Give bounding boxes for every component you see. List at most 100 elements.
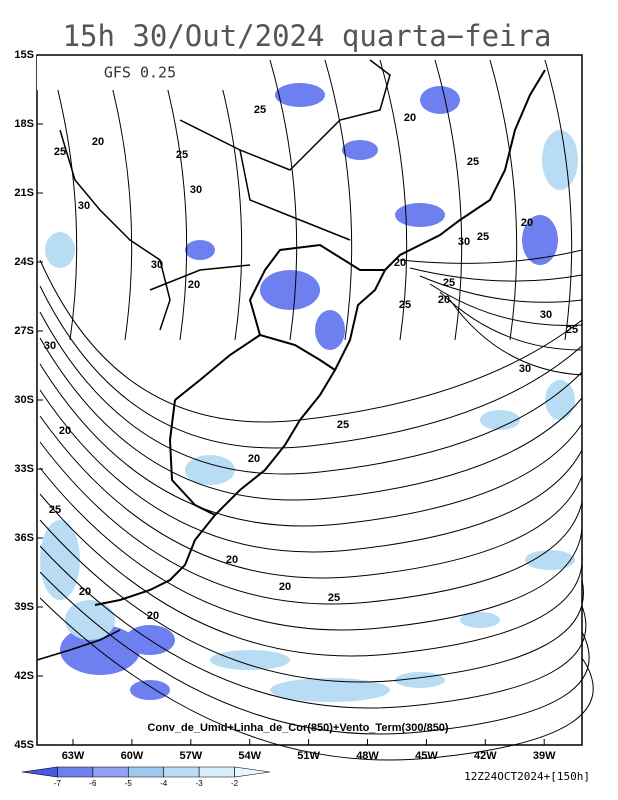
moisture-area [542,130,578,190]
contour-label: 20 [279,581,291,593]
colorbar: -7 -6 -5 -4 -3 -2 [21,766,271,788]
streamline [214,59,243,341]
contour-label: 25 [54,146,66,158]
streamline [39,311,583,475]
lat-label: 15S [14,49,34,61]
moisture-area [210,650,290,670]
lat-label: 36S [14,532,34,544]
streamline [39,415,583,579]
moisture-area [522,215,558,265]
lat-label: 30S [14,394,34,406]
streamline [39,519,584,683]
run-label: 12Z24OCT2024+[150h] [464,770,590,783]
model-label: GFS 0.25 [104,64,176,82]
contour-label: 30 [519,363,531,375]
colorbar-label: -6 [89,779,97,788]
streamline [434,59,463,341]
colorbar-label: -4 [160,779,168,788]
contour-label: 20 [521,217,533,229]
lon-label: 63W [62,750,85,762]
colorbar-swatch [127,766,165,778]
contour-labels: 25 20 25 20 25 30 25 30 20 30 25 20 30 25 20 20 25 30 25 30… [44,104,578,622]
streamline [449,299,583,376]
lon-label: 48W [356,750,379,762]
streamline [489,59,518,341]
colorbar-swatch [21,766,58,778]
lat-label: 45S [14,739,34,751]
contour-label: 20 [79,586,91,598]
streamline [544,59,573,341]
streamline [39,337,583,501]
contour-label: 25 [443,277,455,289]
streamline [419,275,583,303]
streamline [39,597,594,761]
contour-label: 25 [477,231,489,243]
contour-label: 30 [44,340,56,352]
streamline [269,59,298,341]
streamline [104,59,133,341]
contour-label: 20 [147,610,159,622]
moisture-field [40,83,578,702]
moisture-area [270,678,390,702]
lon-label: 51W [297,750,320,762]
moisture-area [130,680,170,700]
moisture-area [45,232,75,268]
streamline [39,363,583,527]
colorbar-label: -7 [54,779,62,788]
streamline [409,267,583,282]
axis-labels: 15S 18S 21S 24S 27S 30S 33S 36S 39S 42S 45S 63W 60W 5… [14,49,556,762]
contour-label: 25 [337,419,349,431]
moisture-area [185,455,235,485]
contour-label: 25 [566,324,578,336]
colorbar-label: -3 [196,779,204,788]
contour-label: 30 [540,309,552,321]
contour-label: 25 [328,592,340,604]
contour-label: 25 [467,156,479,168]
contour-label: 25 [49,504,61,516]
lat-label: 18S [14,118,34,130]
caption: Conv_de_Umid+Linha_de_Cor(850)+Vento_Ter… [147,722,449,734]
lat-label: 27S [14,325,34,337]
contour-label: 20 [59,425,71,437]
moisture-area [460,612,500,628]
title: 15h 30/Out/2024 quarta−feira [63,19,552,53]
lon-label: 42W [474,750,497,762]
lat-label: 24S [14,256,34,268]
streamline [379,59,408,341]
streamline [324,59,353,341]
streamline [39,545,587,709]
contour-label: 30 [190,184,202,196]
moisture-area [545,380,575,420]
lon-label: 54W [238,750,261,762]
streamline [39,389,583,553]
moisture-area [480,410,520,430]
contour-label: 25 [176,149,188,161]
colorbar-label: -2 [231,779,239,788]
lon-label: 39W [533,750,556,762]
coastline [36,59,546,661]
model-box [37,56,252,90]
moisture-area [395,203,445,227]
contour-label: 30 [458,236,470,248]
moisture-area [40,520,80,600]
streamline [39,441,583,605]
colorbar-swatch [57,766,94,778]
colorbar-swatch [163,766,200,778]
moisture-area [275,83,325,107]
contour-label: 20 [404,112,416,124]
lon-label: 45W [415,750,438,762]
moisture-area [342,140,378,160]
lon-label: 60W [121,750,144,762]
streamline [39,467,583,631]
contour-label: 20 [188,279,200,291]
contour-label: 20 [438,294,450,306]
moisture-area [260,270,320,310]
moisture-area [65,600,115,640]
streamline [39,285,583,449]
streamline [159,59,188,341]
contour-label: 25 [399,299,411,311]
moisture-area [185,240,215,260]
streamline [439,291,583,351]
